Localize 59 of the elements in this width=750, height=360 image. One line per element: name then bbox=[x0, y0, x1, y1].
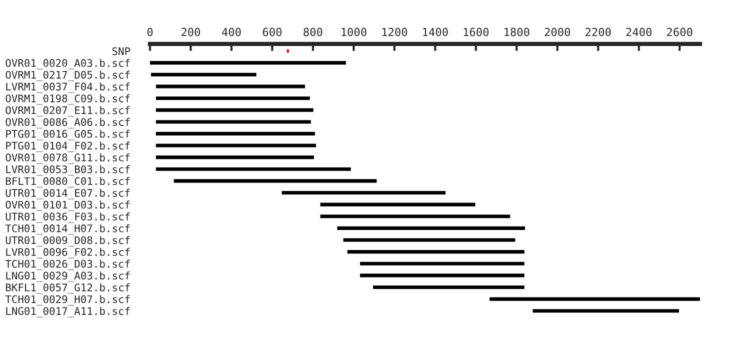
x-tick-label: 1600 bbox=[464, 28, 489, 36]
y-tick-label: LNG01_0017_A11.b.scf bbox=[6, 306, 130, 318]
x-tick-label: 2400 bbox=[626, 28, 652, 36]
y-tick-label: TCH01_0014_H07.b.scf bbox=[5, 224, 130, 235]
bar bbox=[156, 167, 351, 171]
y-tick-label: OVRM1_0207_E11.b.scf bbox=[6, 106, 130, 116]
y-tick-label: OVRM1_0198_C09.b.scf bbox=[6, 94, 130, 105]
y-tick-label: UTR01_0009_D08.b.scf bbox=[6, 236, 130, 246]
x-tick-label: 1200 bbox=[382, 28, 408, 36]
x-tick-label: 1800 bbox=[504, 28, 530, 36]
y-tick-label: PTG01_0104_F02.b.scf bbox=[6, 142, 130, 152]
bar bbox=[156, 144, 316, 148]
y-tick-label: SNP bbox=[112, 47, 130, 56]
bar bbox=[156, 108, 314, 112]
y-tick-label: OVRM1_0217_D05.b.scf bbox=[6, 70, 130, 82]
x-tick-label: 0 bbox=[147, 28, 153, 36]
bar bbox=[320, 214, 510, 218]
y-tick-label: LVR01_0096_F02.b.scf bbox=[6, 248, 130, 258]
x-tick-label: 2000 bbox=[544, 28, 570, 36]
y-tick-label: UTR01_0036_F03.b.scf bbox=[6, 212, 130, 223]
bar bbox=[282, 190, 446, 195]
y-tick-label: OVR01_0101_D03.b.scf bbox=[6, 200, 130, 211]
y-tick-label: BFLT1_0080_C01.b.scf bbox=[6, 176, 130, 188]
x-tick-label: 600 bbox=[262, 28, 282, 36]
bar bbox=[337, 226, 525, 230]
y-tick-label: OVR01_0086_A06.b.scf bbox=[6, 118, 130, 128]
bar bbox=[156, 132, 315, 136]
y-tick-label: LNG01_0029_A03.b.scf bbox=[6, 271, 130, 282]
bar bbox=[360, 262, 524, 266]
bar bbox=[360, 274, 524, 278]
y-tick-label: LVR01_0053_B03.b.scf bbox=[6, 165, 130, 176]
bar bbox=[156, 156, 314, 160]
bar bbox=[174, 179, 377, 183]
y-tick-label: BKFL1_0057_G12.b.scf bbox=[6, 283, 130, 294]
x-tick-label: 200 bbox=[182, 28, 200, 36]
x-tick-label: 1400 bbox=[423, 28, 448, 36]
x-tick-label: 2200 bbox=[586, 28, 611, 36]
y-tick-label: TCH01_0026_D03.b.scf bbox=[5, 260, 130, 270]
y-tick-label: LVRM1_0037_F04.b.scf bbox=[6, 82, 130, 93]
bar bbox=[150, 61, 346, 65]
bar bbox=[151, 72, 256, 76]
y-tick-label: OVR01_0020_A03.b.scf bbox=[6, 58, 130, 70]
y-tick-label: TCH01_0029_H07.b.scf bbox=[5, 295, 130, 306]
bar bbox=[156, 96, 310, 100]
x-tick-label: 800 bbox=[304, 28, 322, 36]
bar bbox=[156, 120, 311, 124]
bar bbox=[347, 250, 524, 254]
x-tick-label: 400 bbox=[222, 28, 241, 36]
y-tick-label: OVR01_0078_G11.b.scf bbox=[6, 153, 130, 164]
bar bbox=[343, 238, 516, 242]
bar bbox=[320, 202, 476, 206]
bar bbox=[373, 285, 524, 290]
y-tick-label: UTR01_0014_E07.b.scf bbox=[6, 188, 130, 200]
x-tick-label: 2600 bbox=[667, 28, 692, 36]
bar bbox=[532, 309, 679, 313]
bar bbox=[156, 84, 306, 88]
bar bbox=[490, 297, 700, 301]
y-tick-label: PTG01_0016_G05.b.scf bbox=[6, 130, 130, 140]
x-tick-label: 1000 bbox=[342, 28, 366, 36]
